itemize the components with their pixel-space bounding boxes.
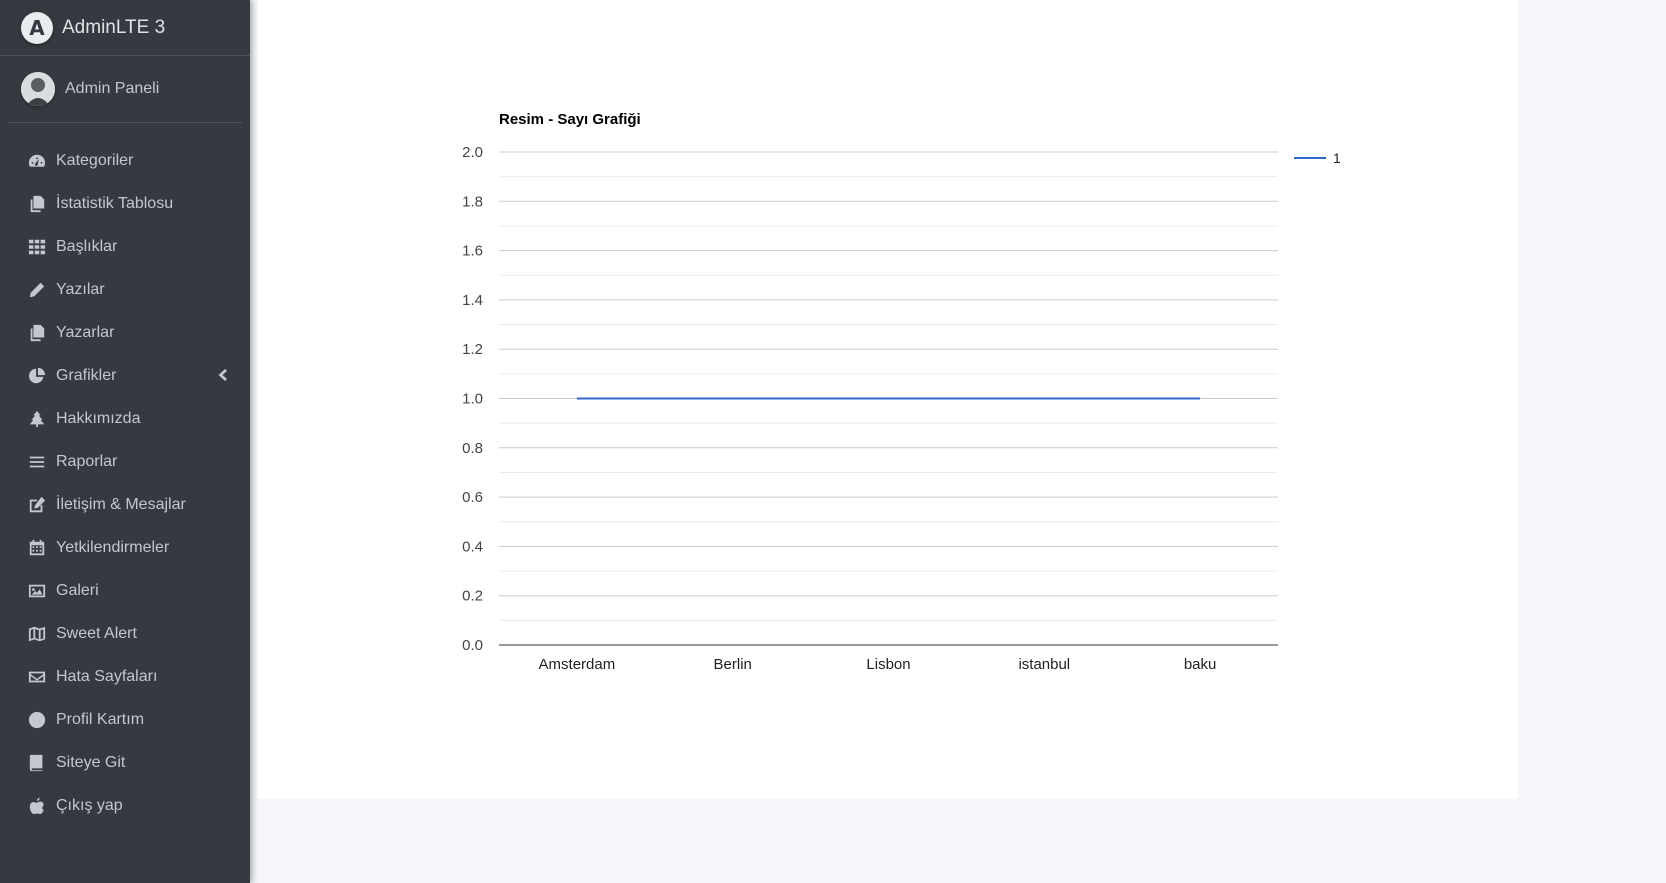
brand-name: AdminLTE 3 [62,16,166,38]
x-tick-label: Amsterdam [539,656,616,673]
sidebar-item-label: Hata Sayfaları [56,667,158,685]
sidebar-item-kategoriler[interactable]: Kategoriler [8,139,242,182]
sidebar-item-hakkimizda[interactable]: Hakkımızda [8,397,242,440]
sidebar-item-istatistik-tablosu[interactable]: İstatistik Tablosu [8,182,242,225]
user-name: Admin Paneli [65,80,160,97]
sidebar-item-iletisim-mesajlar[interactable]: İletişim & Mesajlar [8,483,242,526]
x-tick-label: Lisbon [866,656,910,673]
sidebar-item-grafikler[interactable]: Grafikler [8,354,242,397]
sidebar-item-sweet-alert[interactable]: Sweet Alert [8,612,242,655]
x-tick-label: istanbul [1018,656,1070,673]
sidebar-item-label: Çıkış yap [56,796,123,814]
sidebar-item-label: Sweet Alert [56,624,137,642]
chart-x-axis: Amsterdam Berlin Lisbon istanbul baku [539,656,1217,673]
y-tick-label: 0.8 [462,440,483,457]
y-tick-label: 1.2 [462,341,483,358]
tachometer-icon [27,151,47,171]
edit-icon [27,495,47,515]
book-icon [27,753,47,773]
sidebar-item-label: Raporlar [56,452,118,470]
y-tick-label: 1.6 [462,243,483,260]
legend-swatch [1294,157,1326,159]
legend-label: 1 [1333,150,1341,166]
sidebar-item-label: Hakkımızda [56,409,141,427]
sidebar-item-label: Siteye Git [56,753,126,771]
y-tick-label: 1.4 [462,292,483,309]
pencil-icon [27,280,47,300]
sidebar-item-yazarlar[interactable]: Yazarlar [8,311,242,354]
brand-logo-letter: A [29,15,45,40]
sidebar-item-label: Yetkilendirmeler [56,538,170,556]
y-tick-label: 0.4 [462,538,483,555]
chart-title: Resim - Sayı Grafiği [499,111,641,128]
sidebar-item-label: Kategoriler [56,151,134,169]
sidebar-item-yetkilendirmeler[interactable]: Yetkilendirmeler [8,526,242,569]
apple-icon [27,796,47,816]
y-tick-label: 2.0 [462,144,483,161]
chart-legend[interactable]: 1 [1294,150,1341,166]
y-tick-label: 0.2 [462,588,483,605]
sidebar-item-label: Profil Kartım [56,710,145,728]
copy-icon [27,323,47,343]
chart-y-axis: 0.0 0.2 0.4 0.6 0.8 1.0 1.2 1.4 1.6 1.8 2.0 [462,144,483,654]
sidebar-item-siteye-git[interactable]: Siteye Git [8,741,242,784]
sidebar-item-galeri[interactable]: Galeri [8,569,242,612]
avatar [21,72,55,106]
y-tick-label: 0.6 [462,489,483,506]
sidebar-item-label: Galeri [56,581,99,599]
y-tick-label: 1.8 [462,193,483,210]
sidebar-item-cikis-yap[interactable]: Çıkış yap [8,784,242,827]
sidebar-item-label: İletişim & Mesajlar [56,495,186,513]
sidebar-item-label: Grafikler [56,366,117,384]
sidebar-item-label: İstatistik Tablosu [56,194,174,212]
brand-link[interactable]: A AdminLTE 3 [0,0,250,56]
user-panel[interactable]: Admin Paneli [8,56,242,123]
calendar-icon [27,538,47,558]
bars-icon [27,452,47,472]
sidebar-item-basliklar[interactable]: Başlıklar [8,225,242,268]
envelope-icon [27,667,47,687]
sidebar: A AdminLTE 3 Admin Paneli Kategoriler İs… [0,0,250,883]
chevron-left-icon[interactable] [216,368,228,382]
sidebar-item-profil-kartim[interactable]: Profil Kartım [8,698,242,741]
y-tick-label: 1.0 [462,391,483,408]
sidebar-item-label: Yazılar [56,280,105,298]
sidebar-nav: Kategoriler İstatistik Tablosu Başlıklar… [0,123,250,827]
tree-icon [27,409,47,429]
x-tick-label: baku [1184,656,1217,673]
line-chart: Resim - Sayı Grafiği 0.0 0.2 0.4 0.6 0.8 1.0 1… [462,111,1278,673]
pie-chart-icon [27,366,47,386]
sidebar-item-label: Yazarlar [56,323,115,341]
chart-card: Resim - Sayı Grafiği 0.0 0.2 0.4 0.6 0.8 1.0 1… [258,0,1518,799]
sidebar-item-yazilar[interactable]: Yazılar [8,268,242,311]
y-tick-label: 0.0 [462,637,483,654]
grid-icon [27,237,47,257]
sidebar-item-raporlar[interactable]: Raporlar [8,440,242,483]
copy-icon [27,194,47,214]
map-icon [27,624,47,644]
image-icon [27,581,47,601]
brand-logo: A [21,11,53,44]
sidebar-item-label: Başlıklar [56,237,118,255]
x-tick-label: Berlin [714,656,752,673]
circle-icon [27,710,47,730]
sidebar-item-hata-sayfalari[interactable]: Hata Sayfaları [8,655,242,698]
